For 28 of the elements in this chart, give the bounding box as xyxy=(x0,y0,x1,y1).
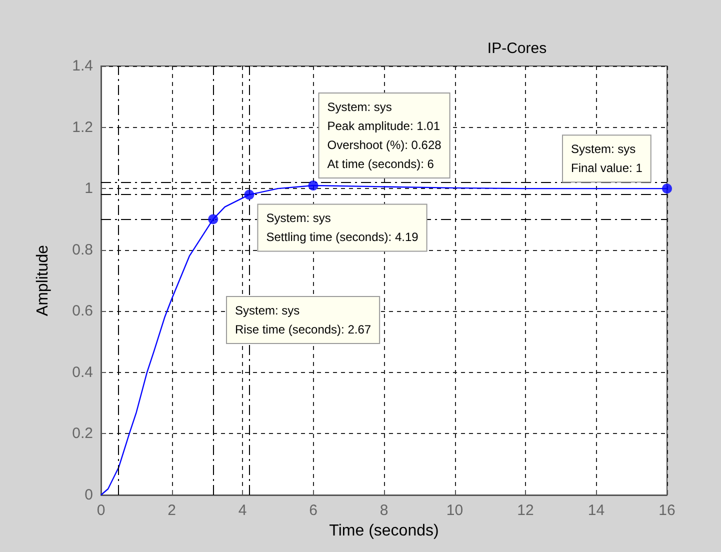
y-tick-label: 0 xyxy=(84,486,93,504)
x-tick-label: 10 xyxy=(446,502,464,519)
point xyxy=(308,180,318,191)
y-tick-label: 0.4 xyxy=(72,364,93,381)
y-tick-label: 0.8 xyxy=(72,241,93,258)
x-tick-label: 14 xyxy=(588,502,605,519)
y-tick-label: 0.2 xyxy=(72,425,93,442)
x-tick-label: 0 xyxy=(96,502,106,519)
x-axis-title: Time (seconds) xyxy=(329,522,439,540)
x-tick-label: 12 xyxy=(517,502,534,519)
y-tick-label: 1 xyxy=(84,180,93,198)
x-tick-label: 2 xyxy=(168,502,176,519)
annotation: System: sys Settling time (seconds): 4.19 xyxy=(266,211,419,244)
x-tick-label: 16 xyxy=(658,502,676,519)
annotation: System: sys Final value: 1 xyxy=(571,142,643,176)
y-tick-label: 0.6 xyxy=(72,302,93,320)
chart-title: IP-Cores xyxy=(487,40,547,57)
annotation: System: sys Rise time (seconds): 2.67 xyxy=(235,304,372,336)
point xyxy=(208,214,218,224)
y-axis-title: Amplitude xyxy=(34,244,52,316)
y-tick-label: 1.2 xyxy=(72,118,93,136)
point xyxy=(662,184,672,194)
x-tick-label: 4 xyxy=(238,502,247,519)
x-tick-label: 6 xyxy=(309,502,318,519)
y-tick-label: 1.4 xyxy=(72,58,93,74)
point xyxy=(244,190,254,200)
annotation: System: sys Peak amplitude: 1.01 Overshoot (%): 0.628 At time (seconds): 6 xyxy=(327,100,442,172)
x-tick-label: 8 xyxy=(380,502,388,519)
